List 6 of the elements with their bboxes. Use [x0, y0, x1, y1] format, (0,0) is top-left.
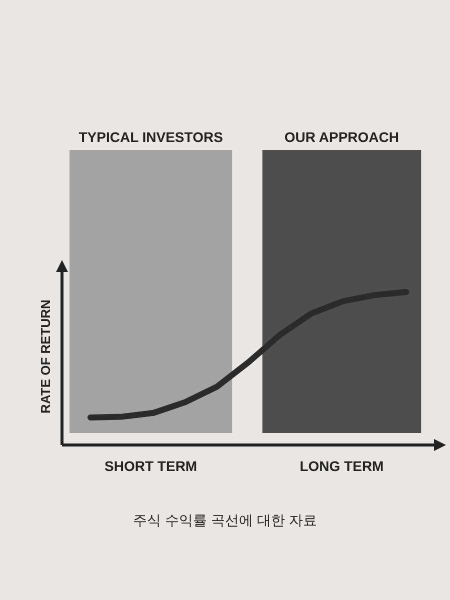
text: TYPICAL INVESTORS: [78, 129, 223, 145]
text: 주식 수익률 곡선에 대한 자료: [133, 512, 317, 528]
text: SHORT TERM: [104, 458, 198, 474]
text: LONG TERM: [300, 458, 384, 474]
text: OUR APPROACH: [284, 129, 400, 145]
y-axis-title: RATE OF RETURN: [38, 300, 53, 414]
